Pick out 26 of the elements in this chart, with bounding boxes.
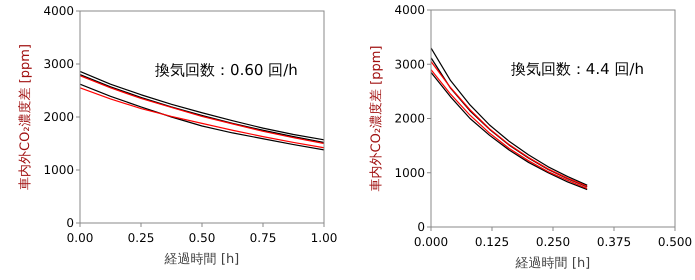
annotation: 換気回数：4.4 回/h — [510, 60, 644, 78]
y-tick-label: 1000 — [43, 163, 74, 177]
y-axis-title: 車内外CO₂濃度差 [ppm] — [17, 44, 33, 190]
x-tick-label: 0.25 — [128, 231, 154, 245]
y-tick-label: 3000 — [43, 57, 74, 71]
annotation: 換気回数：0.60 回/h — [155, 61, 298, 79]
x-tick-label: 0.000 — [414, 235, 448, 249]
x-tick-label: 0.250 — [536, 235, 570, 249]
y-tick-label: 0 — [66, 216, 74, 230]
x-axis-title: 経過時間 [h] — [164, 252, 240, 267]
x-tick-label: 0.75 — [250, 231, 276, 245]
y-tick-label: 4000 — [394, 3, 425, 17]
x-tick-label: 0.125 — [474, 235, 510, 249]
y-tick-label: 1000 — [394, 166, 425, 180]
x-tick-label: 0.375 — [596, 235, 632, 249]
y-tick-label: 3000 — [394, 57, 425, 72]
x-tick-label: 0.50 — [188, 231, 216, 245]
y-tick-label: 2000 — [43, 110, 74, 124]
x-tick-label: 0.00 — [66, 231, 94, 245]
x-tick-label: 0.500 — [658, 235, 692, 249]
y-tick-label: 4000 — [43, 4, 74, 18]
y-tick-label: 2000 — [394, 112, 425, 126]
y-axis-title: 車内外CO₂濃度差 [ppm] — [368, 46, 384, 192]
y-tick-label: 0 — [417, 220, 425, 234]
x-axis-title: 経過時間 [h] — [514, 256, 590, 271]
x-tick-label: 1.00 — [310, 231, 338, 245]
